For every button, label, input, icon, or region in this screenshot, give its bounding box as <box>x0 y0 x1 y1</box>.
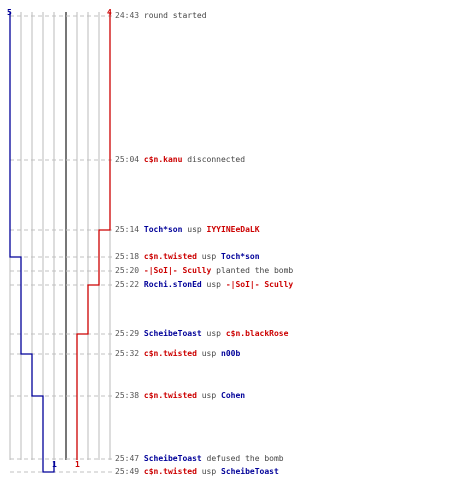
player-name-red: -|SoI|- Scully <box>143 266 212 275</box>
event-row: 25:47 ScheibeToast defused the bomb <box>115 453 284 465</box>
event-action: round started <box>143 11 207 20</box>
event-action: usp <box>206 280 221 289</box>
player-name-red: c$n.twisted <box>143 252 197 261</box>
event-row: 25:20 -|SoI|- Scully planted the bomb <box>115 265 293 277</box>
event-time: 25:20 <box>115 266 144 275</box>
event-time: 25:04 <box>115 155 144 164</box>
event-action: disconnected <box>187 155 246 164</box>
blue-end-count: 1 <box>52 460 57 469</box>
event-time: 25:49 <box>115 467 144 476</box>
event-action: usp <box>201 252 217 261</box>
player-name-red: -|SoI|- Scully <box>225 280 294 289</box>
player-name-red: c$n.twisted <box>143 467 197 476</box>
event-row: 25:04 c$n.kanu disconnected <box>115 154 245 166</box>
player-name-blue: ScheibeToast <box>221 467 279 476</box>
event-row: 25:22 Rochi.sTonEd usp -|SoI|- Scully <box>115 279 293 291</box>
player-name-blue: ScheibeToast <box>143 454 202 463</box>
red-team-line <box>76 12 111 460</box>
event-action: usp <box>206 329 221 338</box>
red-end-count: 1 <box>75 460 80 469</box>
player-name-red: c$n.twisted <box>143 349 197 358</box>
event-action: planted the bomb <box>216 266 294 275</box>
player-name-blue: n00b <box>221 349 241 358</box>
event-row: 25:32 c$n.twisted usp n00b <box>115 348 240 360</box>
event-action: usp <box>201 391 217 400</box>
event-action: usp <box>201 467 217 476</box>
event-time: 25:14 <box>115 225 144 234</box>
player-name-blue: Toch*son <box>221 252 260 261</box>
player-name-red: c$n.kanu <box>143 155 183 164</box>
event-time: 25:22 <box>115 280 144 289</box>
player-name-red: c$n.twisted <box>143 391 197 400</box>
event-action: defused the bomb <box>206 454 284 463</box>
event-row: 25:49 c$n.twisted usp ScheibeToast <box>115 466 279 478</box>
player-name-blue: Rochi.sTonEd <box>143 280 202 289</box>
event-action: usp <box>187 225 202 234</box>
event-action: usp <box>201 349 217 358</box>
player-name-blue: Cohen <box>221 391 246 400</box>
event-time: 25:18 <box>115 252 144 261</box>
event-row: 25:38 c$n.twisted usp Cohen <box>115 390 245 402</box>
red-start-count: 4 <box>107 8 112 17</box>
event-row: 25:18 c$n.twisted usp Toch*son <box>115 251 260 263</box>
blue-team-line <box>9 12 55 473</box>
event-row: 25:29 ScheibeToast usp c$n.blackRose <box>115 328 288 340</box>
player-name-red: c$n.blackRose <box>225 329 289 338</box>
player-name-blue: Toch*son <box>143 225 183 234</box>
event-row: 24:43 round started <box>115 10 207 22</box>
event-time: 25:47 <box>115 454 144 463</box>
blue-start-count: 5 <box>7 8 12 17</box>
event-time: 25:32 <box>115 349 144 358</box>
player-name-red: IYYINEeDaLK <box>206 225 260 234</box>
player-name-blue: ScheibeToast <box>143 329 202 338</box>
event-time: 25:38 <box>115 391 144 400</box>
event-row: 25:14 Toch*son usp IYYINEeDaLK <box>115 224 260 236</box>
event-time: 24:43 <box>115 11 144 20</box>
event-time: 25:29 <box>115 329 144 338</box>
